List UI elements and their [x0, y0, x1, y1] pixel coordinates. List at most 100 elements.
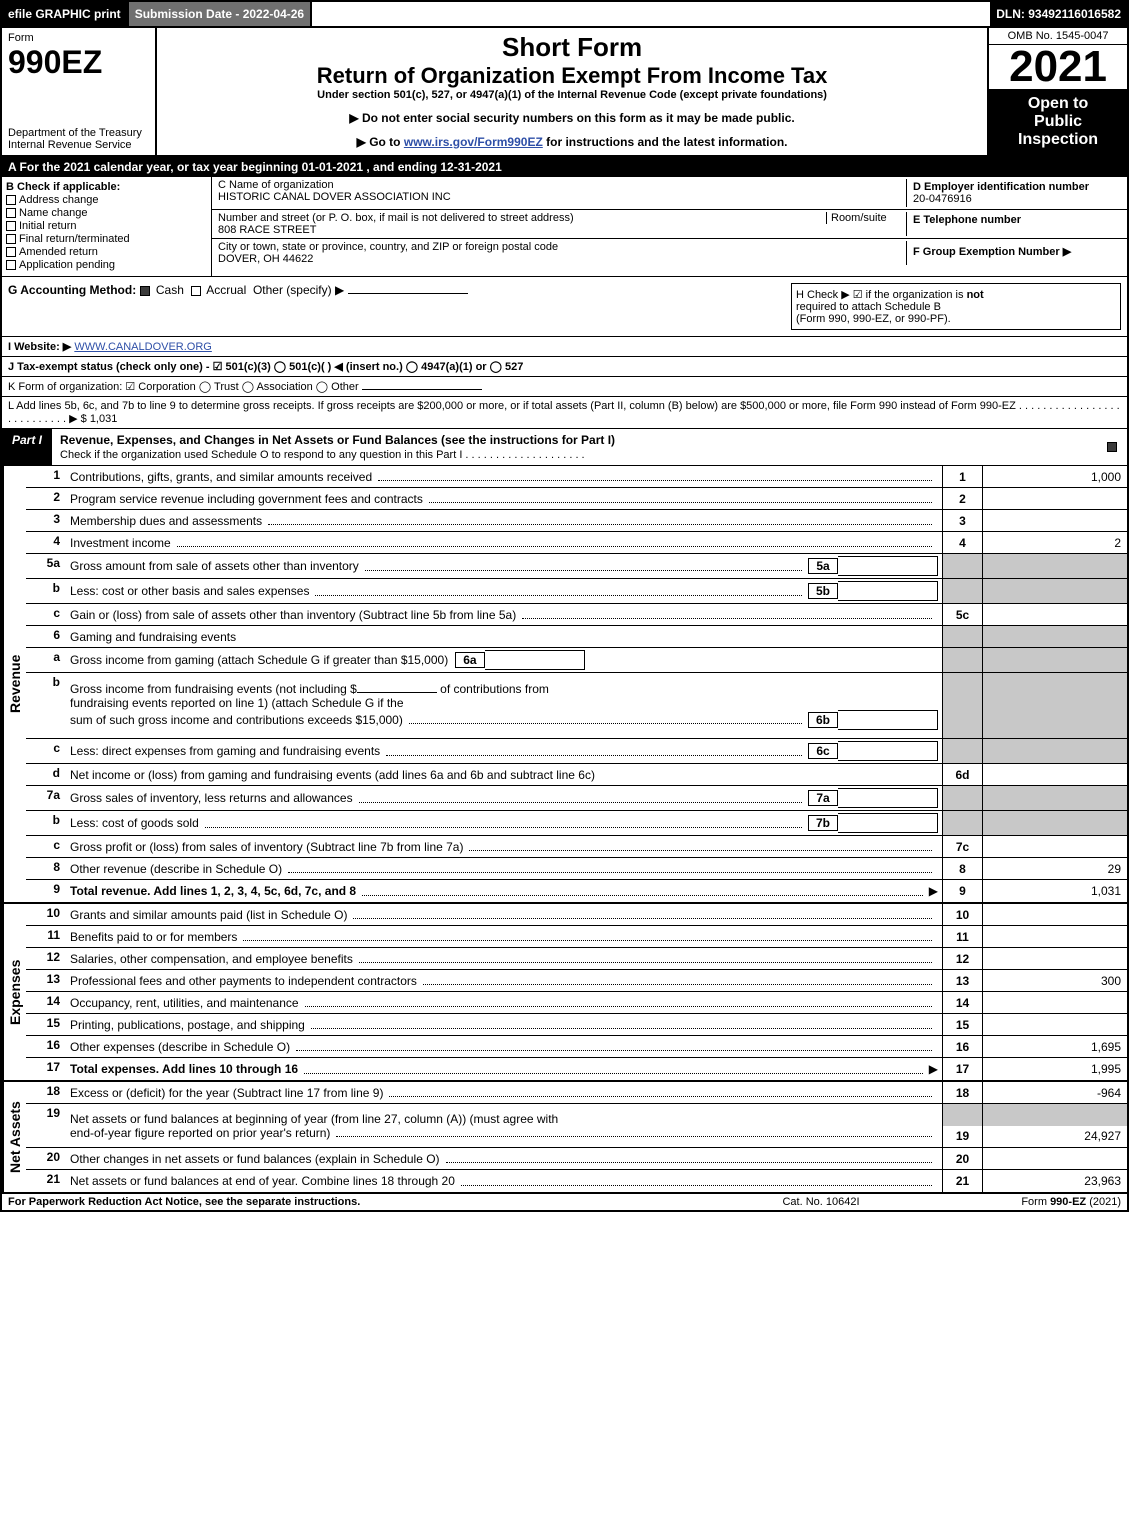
line-6b-subval[interactable]	[838, 710, 938, 730]
k-other-field[interactable]	[362, 389, 482, 390]
line-7b: bLess: cost of goods sold7b	[26, 811, 1127, 836]
line-11-value	[982, 926, 1127, 947]
g-label: G Accounting Method:	[8, 283, 136, 297]
chk-name-change[interactable]: Name change	[6, 207, 207, 219]
footer-form: Form 990-EZ (2021)	[921, 1196, 1121, 1208]
form-word: Form	[8, 32, 149, 44]
f-label: F Group Exemption Number ▶	[913, 246, 1071, 258]
open-line2: Public	[995, 113, 1121, 131]
line-6b: bGross income from fundraising events (n…	[26, 673, 1127, 739]
line-4-value: 2	[982, 532, 1127, 553]
line-7c-value	[982, 836, 1127, 857]
line-10-value	[982, 904, 1127, 925]
chk-initial-return[interactable]: Initial return	[6, 220, 207, 232]
chk-address-change[interactable]: Address change	[6, 194, 207, 206]
section-gh: G Accounting Method: Cash Accrual Other …	[0, 277, 1129, 337]
website-link[interactable]: WWW.CANALDOVER.ORG	[74, 341, 212, 353]
line-5c: cGain or (loss) from sale of assets othe…	[26, 604, 1127, 626]
line-14-value	[982, 992, 1127, 1013]
submission-date: Submission Date - 2022-04-26	[127, 2, 312, 26]
accounting-other-field[interactable]	[348, 293, 468, 294]
tax-year: 2021	[989, 45, 1127, 89]
line-5a-subval[interactable]	[838, 556, 938, 576]
line-5c-value	[982, 604, 1127, 625]
line-17-value: 1,995	[982, 1058, 1127, 1080]
line-20: 20Other changes in net assets or fund ba…	[26, 1148, 1127, 1170]
title-sub: Under section 501(c), 527, or 4947(a)(1)…	[163, 89, 981, 101]
d-label: D Employer identification number	[913, 181, 1089, 193]
street-value: 808 RACE STREET	[218, 224, 906, 236]
section-c: C Name of organization HISTORIC CANAL DO…	[212, 177, 1127, 276]
street-label: Number and street (or P. O. box, if mail…	[218, 212, 826, 224]
line-21-value: 23,963	[982, 1170, 1127, 1192]
line-6c-subval[interactable]	[838, 741, 938, 761]
irs-link[interactable]: www.irs.gov/Form990EZ	[404, 135, 543, 149]
section-b: B Check if applicable: Address change Na…	[2, 177, 212, 276]
expenses-group: Expenses 10Grants and similar amounts pa…	[0, 904, 1129, 1082]
line-1: 1Contributions, gifts, grants, and simil…	[26, 466, 1127, 488]
org-name: HISTORIC CANAL DOVER ASSOCIATION INC	[218, 191, 906, 203]
k-text: K Form of organization: ☑ Corporation ◯ …	[8, 381, 359, 393]
efile-label: efile GRAPHIC print	[2, 2, 127, 26]
section-k: K Form of organization: ☑ Corporation ◯ …	[0, 377, 1129, 397]
line-9-value: 1,031	[982, 880, 1127, 902]
line-7a: 7aGross sales of inventory, less returns…	[26, 786, 1127, 811]
h-line3: (Form 990, 990-EZ, or 990-PF).	[796, 313, 951, 325]
note2-post: for instructions and the latest informat…	[543, 135, 788, 149]
h-line2: required to attach Schedule B	[796, 301, 941, 313]
chk-final-return[interactable]: Final return/terminated	[6, 233, 207, 245]
line-5b-subval[interactable]	[838, 581, 938, 601]
footer-left: For Paperwork Reduction Act Notice, see …	[8, 1196, 721, 1208]
section-f: F Group Exemption Number ▶	[906, 241, 1121, 265]
line-16-value: 1,695	[982, 1036, 1127, 1057]
chk-application-pending[interactable]: Application pending	[6, 259, 207, 271]
revenue-side-label: Revenue	[2, 466, 26, 902]
line-15-value	[982, 1014, 1127, 1035]
line-14: 14Occupancy, rent, utilities, and mainte…	[26, 992, 1127, 1014]
line-17: 17Total expenses. Add lines 10 through 1…	[26, 1058, 1127, 1080]
section-bcdef: B Check if applicable: Address change Na…	[0, 177, 1129, 277]
note-link: ▶ Go to www.irs.gov/Form990EZ for instru…	[163, 135, 981, 149]
line-11: 11Benefits paid to or for members11	[26, 926, 1127, 948]
line-6a-subval[interactable]	[485, 650, 585, 670]
title-short: Short Form	[163, 32, 981, 63]
dln-label: DLN: 93492116016582	[990, 2, 1127, 26]
part-i-header: Part I Revenue, Expenses, and Changes in…	[0, 429, 1129, 466]
line-2: 2Program service revenue including gover…	[26, 488, 1127, 510]
page-footer: For Paperwork Reduction Act Notice, see …	[0, 1194, 1129, 1212]
line-6b-amount-field[interactable]	[357, 692, 437, 693]
line-7a-subval[interactable]	[838, 788, 938, 808]
open-line3: Inspection	[995, 131, 1121, 149]
part-i-checkbox[interactable]	[1099, 429, 1127, 465]
line-2-value	[982, 488, 1127, 509]
line-8-value: 29	[982, 858, 1127, 879]
chk-accrual[interactable]	[191, 286, 201, 296]
irs-label: Internal Revenue Service	[8, 139, 149, 151]
line-13: 13Professional fees and other payments t…	[26, 970, 1127, 992]
room-label: Room/suite	[826, 212, 906, 224]
title-main: Return of Organization Exempt From Incom…	[163, 63, 981, 89]
section-d: D Employer identification number 20-0476…	[906, 179, 1121, 207]
arrow-icon: ▶	[929, 884, 938, 898]
arrow-icon: ▶	[929, 1062, 938, 1076]
line-10: 10Grants and similar amounts paid (list …	[26, 904, 1127, 926]
line-4: 4Investment income42	[26, 532, 1127, 554]
line-3: 3Membership dues and assessments3	[26, 510, 1127, 532]
line-15: 15Printing, publications, postage, and s…	[26, 1014, 1127, 1036]
netassets-side-label: Net Assets	[2, 1082, 26, 1192]
header-left: Form 990EZ Department of the Treasury In…	[2, 28, 157, 155]
line-6: 6Gaming and fundraising events	[26, 626, 1127, 648]
line-7c: cGross profit or (loss) from sales of in…	[26, 836, 1127, 858]
line-6a: aGross income from gaming (attach Schedu…	[26, 648, 1127, 673]
line-19: 19Net assets or fund balances at beginni…	[26, 1104, 1127, 1148]
section-g: G Accounting Method: Cash Accrual Other …	[8, 283, 791, 330]
note2-pre: ▶ Go to	[357, 135, 404, 149]
part-i-check-text: Check if the organization used Schedule …	[60, 449, 585, 461]
chk-cash[interactable]	[140, 286, 150, 296]
chk-amended-return[interactable]: Amended return	[6, 246, 207, 258]
line-7b-subval[interactable]	[838, 813, 938, 833]
section-a: A For the 2021 calendar year, or tax yea…	[0, 157, 1129, 177]
line-18-value: -964	[982, 1082, 1127, 1103]
h-not: not	[967, 289, 984, 301]
line-6d: dNet income or (loss) from gaming and fu…	[26, 764, 1127, 786]
